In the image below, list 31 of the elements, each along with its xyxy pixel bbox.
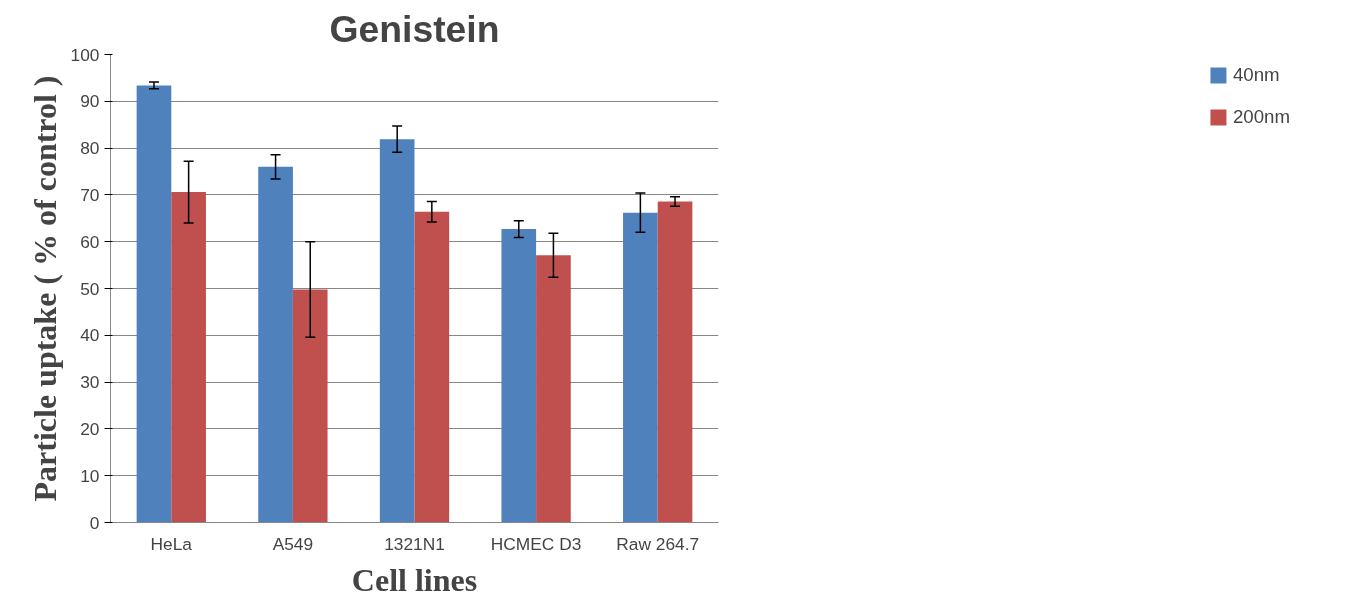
- legend-label: 200nm: [1232, 106, 1290, 128]
- bar: [623, 212, 658, 523]
- x-tick-label: A549: [272, 533, 314, 554]
- y-tick-label: 70: [80, 184, 100, 205]
- chart-title: Genistein: [329, 7, 500, 50]
- y-tick-label: 30: [80, 372, 100, 393]
- y-tick-label: 80: [80, 138, 100, 159]
- bar: [171, 192, 206, 523]
- y-axis-title: Particle uptake ( % of control ): [26, 75, 63, 502]
- bar: [136, 85, 172, 523]
- bar: [258, 166, 293, 523]
- x-tick-label: Raw 264.7: [616, 533, 700, 554]
- bar: [414, 211, 450, 523]
- y-tick-label: 50: [80, 278, 100, 299]
- x-axis-title: Cell lines: [351, 561, 478, 598]
- x-tick-label: 1321N1: [384, 533, 445, 554]
- bar: [379, 139, 415, 523]
- x-tick-label: HeLa: [150, 533, 193, 554]
- bar: [501, 229, 537, 523]
- y-tick-label: 10: [80, 465, 100, 486]
- y-tick-label: 40: [80, 325, 100, 346]
- x-tick-label: HCMEC D3: [490, 533, 582, 554]
- y-tick-label: 60: [80, 231, 100, 252]
- y-tick-label: 0: [89, 512, 100, 533]
- bar: [657, 201, 693, 523]
- bar: [536, 255, 571, 523]
- y-tick-label: 20: [80, 418, 100, 439]
- legend-label: 40nm: [1232, 64, 1280, 86]
- y-tick-label: 100: [70, 44, 100, 65]
- bar: [292, 289, 328, 523]
- y-tick-label: 90: [80, 91, 100, 112]
